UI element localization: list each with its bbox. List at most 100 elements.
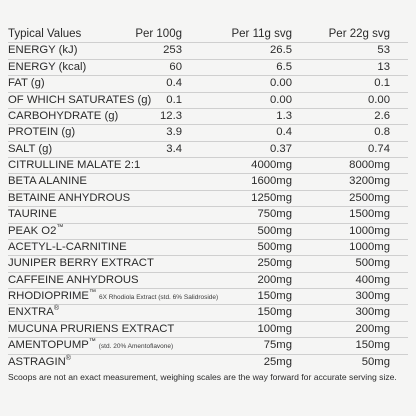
row-per-22g: 1500mg [349,208,390,221]
row-per-11g: 0.4 [276,126,292,139]
row-per-11g: 150mg [257,290,292,303]
trademark-mark: ™ [56,223,64,231]
table-row: MUCUNA PRURIENS EXTRACT 100mg 200mg [0,321,416,339]
row-per-22g: 13 [377,60,390,73]
row-per-11g: 0.37 [270,142,292,155]
row-per-22g: 0.1 [374,77,390,90]
row-name: OF WHICH SATURATES (g) [8,93,152,106]
table-row: BETA ALANINE 1600mg 3200mg [0,173,416,192]
table-row: AMENTOPUMP™(std. 20% Amentoflavone) 75mg 1… [0,337,416,356]
row-per-22g: 50mg [361,355,390,368]
row-per-11g: 500mg [257,240,292,253]
row-per-22g: 0.00 [368,93,390,106]
table-row: PEAK O2™ 500mg 1000mg [0,223,416,241]
row-name: ASTRAGIN® [8,354,71,370]
row-name-text: AMENTOPUMP [8,339,89,352]
row-name: ENERGY (kJ) [8,44,78,57]
table-row: OF WHICH SATURATES (g) 0.1 0.00 0.00 [0,92,416,110]
row-name: ENERGY (kcal) [8,60,87,73]
ingredient-note: 6X Rhodiola Extract (std. 6% Salidroside… [98,294,219,302]
row-name: SALT (g) [8,142,53,155]
row-name-text: ASTRAGIN [8,355,66,368]
row-per-100g: 0.4 [166,77,182,90]
table-row: FAT (g) 0.4 0.00 0.1 [0,75,416,93]
header-per-100g: Per 100g [135,28,182,40]
row-name: JUNIPER BERRY EXTRACT [8,257,154,270]
table-row: RHODIOPRIME™6X Rhodiola Extract (std. 6%… [0,288,416,306]
row-name: BETA ALANINE [8,175,87,188]
row-per-100g: 253 [163,44,182,57]
header-per-22g: Per 22g svg [328,28,390,40]
row-name: PROTEIN (g) [8,126,76,139]
row-per-11g: 100mg [257,322,292,335]
row-name: AMENTOPUMP™(std. 20% Amentoflavone) [8,337,173,355]
row-per-22g: 53 [377,44,390,57]
row-name-text: PEAK O2 [8,224,57,237]
row-name: BETAINE ANHYDROUS [8,191,131,204]
trademark-mark: ™ [88,338,96,346]
row-per-22g: 0.74 [368,142,390,155]
ingredient-note: (std. 20% Amentoflavone) [98,343,174,351]
row-per-22g: 1000mg [349,240,390,253]
row-per-11g: 250mg [257,257,292,270]
row-per-22g: 2.6 [374,109,390,122]
table-row: CARBOHYDRATE (g) 12.3 1.3 2.6 [0,108,416,126]
row-per-22g: 400mg [355,273,390,286]
row-per-100g: 0.1 [166,93,182,106]
row-name: FAT (g) [8,77,45,90]
table-row: PROTEIN (g) 3.9 0.4 0.8 [0,124,416,143]
table-row: ASTRAGIN® 25mg 50mg [0,354,416,370]
trademark-mark: ™ [88,289,96,297]
row-per-22g: 8000mg [349,159,390,172]
row-per-11g: 150mg [257,306,292,319]
row-per-22g: 150mg [355,339,390,352]
row-per-11g: 200mg [257,273,292,286]
table-row: ENXTRA® 150mg 300mg [0,304,416,323]
row-name: TAURINE [8,208,57,221]
row-per-22g: 500mg [355,257,390,270]
table-row: SALT (g) 3.4 0.37 0.74 [0,141,416,159]
row-per-22g: 300mg [355,306,390,319]
serving-disclaimer: Scoops are not an exact measurement, wei… [8,372,397,382]
table-row: ENERGY (kJ) 253 26.5 53 [0,42,416,61]
row-per-11g: 1250mg [251,191,292,204]
row-per-22g: 300mg [355,290,390,303]
trademark-mark: ® [53,305,59,313]
row-per-11g: 4000mg [251,159,292,172]
row-per-11g: 750mg [257,208,292,221]
row-per-100g: 60 [169,60,182,73]
table-row: CITRULLINE MALATE 2:1 4000mg 8000mg [0,157,416,175]
row-per-11g: 6.5 [276,60,292,73]
row-name: ENXTRA® [8,304,59,320]
row-per-22g: 3200mg [349,175,390,188]
row-per-11g: 1.3 [276,109,292,122]
row-name-text: ENXTRA [8,306,54,319]
row-name: ACETYL-L-CARNITINE [8,240,127,253]
row-name: PEAK O2™ [8,223,63,239]
row-per-11g: 26.5 [270,44,292,57]
row-name: RHODIOPRIME™6X Rhodiola Extract (std. 6%… [8,288,218,306]
row-per-22g: 0.8 [374,126,390,139]
header-label: Typical Values [8,28,82,40]
row-name: CAFFEINE ANHYDROUS [8,273,139,286]
row-per-11g: 1600mg [251,175,292,188]
table-row: BETAINE ANHYDROUS 1250mg 2500mg [0,190,416,208]
row-per-11g: 0.00 [270,93,292,106]
row-name: CITRULLINE MALATE 2:1 [8,159,141,172]
table-row: JUNIPER BERRY EXTRACT 250mg 500mg [0,255,416,274]
trademark-mark: ® [65,354,71,362]
row-per-22g: 2500mg [349,191,390,204]
row-per-11g: 0.00 [270,77,292,90]
row-per-22g: 200mg [355,322,390,335]
row-name-text: RHODIOPRIME [8,290,89,303]
row-name-text: MUCUNA PRURIENS EXTRACT [8,322,175,335]
table-row: TAURINE 750mg 1500mg [0,206,416,224]
table-header: Typical Values Per 100g Per 11g svg Per … [0,26,416,44]
row-name: MUCUNA PRURIENS EXTRACT [8,321,174,337]
row-per-11g: 75mg [263,339,292,352]
row-per-100g: 3.9 [166,126,182,139]
header-per-11g: Per 11g svg [231,28,292,40]
row-per-22g: 1000mg [349,224,390,237]
row-per-100g: 12.3 [160,109,182,122]
